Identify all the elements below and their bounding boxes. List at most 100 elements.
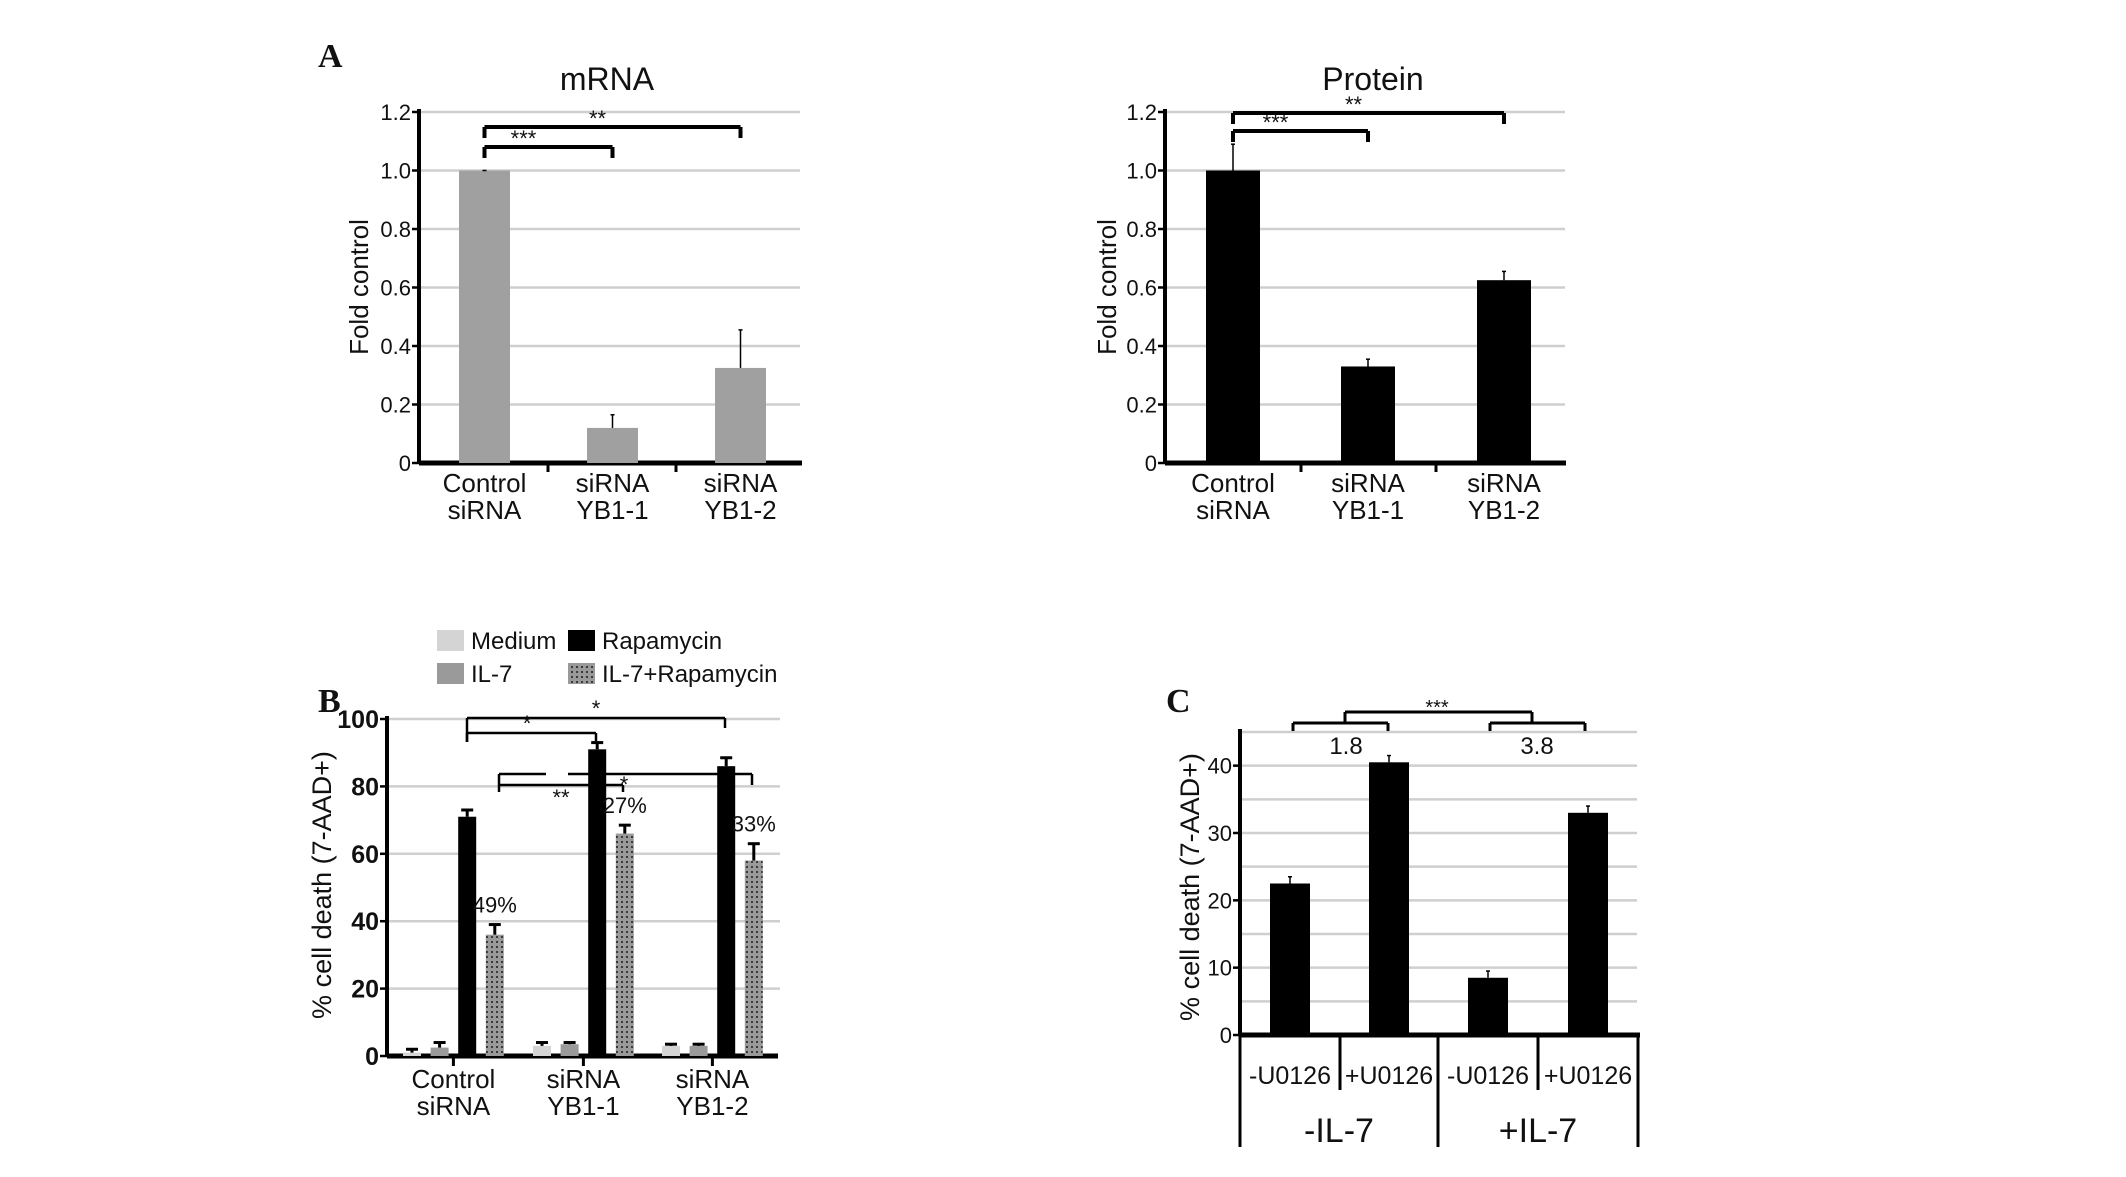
category-label: +U0126 [1345, 1062, 1433, 1090]
y-tick-label: 0.4 [1126, 334, 1157, 359]
y-tick-label: 0.2 [1126, 392, 1157, 417]
fold-change-label: 3.8 [1520, 733, 1553, 760]
percent-annotation: 33% [732, 812, 776, 837]
percent-annotation: 27% [603, 793, 647, 818]
category-label: siRNA [704, 468, 778, 498]
bar-medium [533, 1045, 551, 1056]
legend-label: IL-7 [471, 661, 512, 688]
y-tick-label: 20 [1208, 888, 1232, 913]
bar [459, 170, 510, 463]
y-tick-label: 0.8 [1126, 217, 1157, 242]
legend-swatch [437, 630, 464, 651]
panel-label-a: A [318, 38, 343, 75]
fold-change-label: 1.8 [1329, 733, 1362, 760]
significance-label: *** [511, 126, 537, 151]
bar-rapamycin [717, 766, 736, 1056]
y-axis-label: Fold control [1092, 219, 1122, 355]
category-label: -U0126 [1249, 1062, 1331, 1090]
y-tick-label: 0 [399, 451, 411, 476]
y-tick-label: 0.6 [380, 275, 411, 300]
bar [1568, 812, 1608, 1035]
category-label: Control [1191, 468, 1275, 498]
category-label: YB1-2 [1468, 495, 1540, 525]
y-tick-label: 1.2 [1126, 100, 1157, 125]
group-label: +IL-7 [1499, 1112, 1577, 1150]
y-axis-label: % cell death (7-AAD+) [1175, 753, 1205, 1021]
y-axis-label: % cell death (7-AAD+) [307, 751, 337, 1019]
category-label: siRNA [676, 1064, 750, 1094]
panel-label-b: B [318, 683, 341, 720]
category-label: siRNA [576, 468, 650, 498]
legend-label: IL-7+Rapamycin [602, 661, 777, 688]
group-label: -IL-7 [1304, 1112, 1374, 1150]
category-label: siRNA [1331, 468, 1405, 498]
significance-label: * [523, 711, 532, 736]
bar [715, 367, 766, 463]
bar-il-7-rapamycin [485, 934, 504, 1056]
bar [1468, 977, 1508, 1035]
bar-il-7 [430, 1047, 449, 1056]
category-label: YB1-1 [547, 1091, 619, 1121]
y-tick-label: 40 [1208, 754, 1232, 779]
chart-title: Protein [1322, 61, 1423, 97]
y-tick-label: 1.0 [1126, 158, 1157, 183]
bar [1369, 762, 1409, 1035]
category-label: Control [443, 468, 527, 498]
category-label: YB1-1 [1332, 495, 1404, 525]
y-tick-label: 0.6 [1126, 275, 1157, 300]
bar-il-7-rapamycin [615, 833, 634, 1056]
legend-label: Medium [471, 628, 556, 655]
y-tick-label: 100 [337, 706, 379, 734]
bar-il-7-rapamycin [744, 860, 763, 1056]
legend-label: Rapamycin [602, 628, 722, 655]
category-label: YB1-2 [704, 495, 776, 525]
category-label: Control [411, 1064, 495, 1094]
y-tick-label: 40 [351, 908, 379, 936]
bar-rapamycin [588, 749, 607, 1056]
bar [1477, 280, 1531, 463]
y-tick-label: 10 [1208, 956, 1232, 981]
category-label: -U0126 [1447, 1062, 1529, 1090]
y-tick-label: 0 [1145, 451, 1157, 476]
panel-label-c: C [1166, 683, 1191, 720]
bar-rapamycin [458, 816, 477, 1056]
category-label: YB1-1 [576, 495, 648, 525]
significance-label: *** [1425, 697, 1449, 719]
significance-label: ** [1345, 92, 1363, 117]
category-label: siRNA [417, 1091, 491, 1121]
y-axis-label: Fold control [344, 219, 374, 355]
y-tick-label: 0.4 [380, 334, 411, 359]
significance-label: ** [589, 106, 607, 131]
y-tick-label: 0 [365, 1043, 379, 1071]
category-label: YB1-2 [676, 1091, 748, 1121]
bar-medium [403, 1052, 421, 1056]
bar-il-7 [560, 1044, 579, 1056]
category-label: siRNA [1196, 495, 1270, 525]
category-label: siRNA [547, 1064, 621, 1094]
significance-label: * [620, 772, 629, 797]
legend-swatch [437, 663, 464, 684]
y-tick-label: 0 [1220, 1023, 1232, 1048]
bar [1270, 883, 1310, 1035]
bar-medium [662, 1045, 680, 1056]
chart-title: mRNA [560, 61, 655, 97]
y-tick-label: 0.2 [380, 392, 411, 417]
bar-il-7 [689, 1045, 708, 1056]
y-tick-label: 0.8 [380, 217, 411, 242]
y-tick-label: 20 [351, 976, 379, 1004]
bar [1341, 366, 1395, 463]
bar [587, 427, 638, 463]
category-label: siRNA [1467, 468, 1541, 498]
percent-annotation: 49% [473, 893, 517, 918]
legend-swatch [568, 630, 595, 651]
y-tick-label: 80 [351, 773, 379, 801]
significance-label: * [592, 696, 601, 721]
category-label: siRNA [448, 495, 522, 525]
y-tick-label: 1.2 [380, 100, 411, 125]
legend-swatch [568, 663, 595, 684]
y-tick-label: 1.0 [380, 158, 411, 183]
y-tick-label: 60 [351, 841, 379, 869]
significance-label: ** [552, 785, 570, 810]
